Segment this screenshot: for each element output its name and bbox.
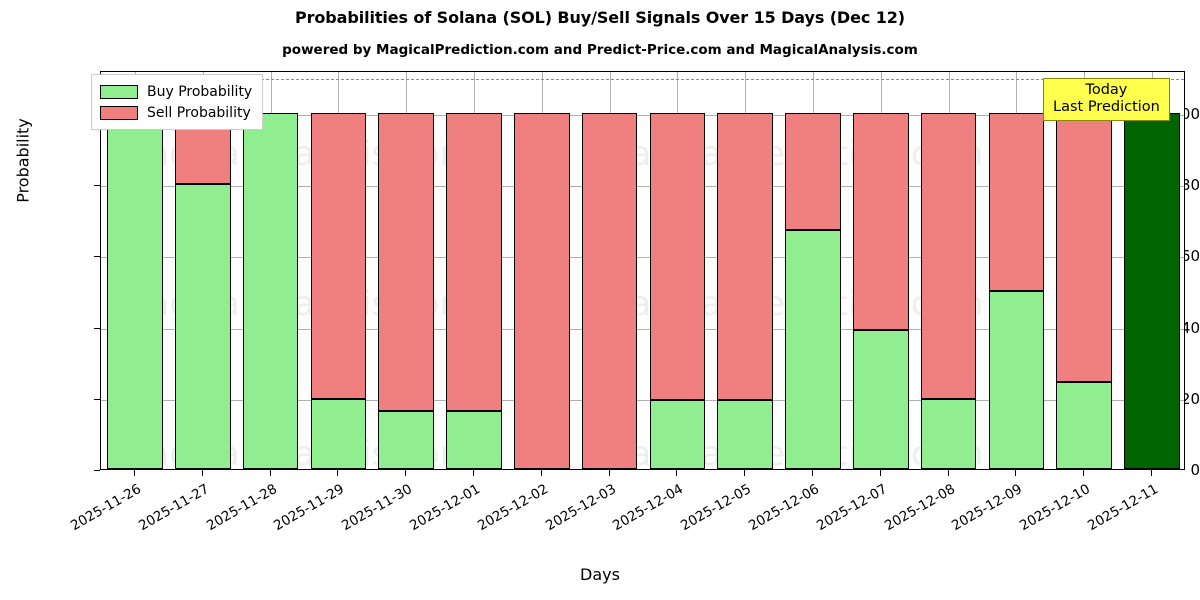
x-tick-mark xyxy=(201,470,203,476)
x-tick-mark xyxy=(608,470,610,476)
bar-segment-sell[interactable] xyxy=(717,112,773,401)
bar-group[interactable] xyxy=(174,72,231,469)
reference-dashed-line xyxy=(101,79,1184,81)
x-tick-mark xyxy=(269,470,271,476)
gridline-horizontal xyxy=(101,328,1184,330)
gridline-horizontal xyxy=(101,257,1184,259)
y-tick-label: 40 xyxy=(1180,318,1200,337)
bar-segment-buy[interactable] xyxy=(988,290,1045,469)
today-annotation-line2: Last Prediction xyxy=(1053,98,1160,115)
bar-segment-sell[interactable] xyxy=(853,112,909,331)
bar-segment-buy[interactable] xyxy=(242,112,299,469)
bar-segment-sell[interactable] xyxy=(988,112,1045,291)
bar-group[interactable] xyxy=(649,72,706,469)
bar-group[interactable] xyxy=(242,72,299,469)
bar-group[interactable] xyxy=(446,72,502,469)
x-tick-mark xyxy=(744,470,746,476)
x-tick-mark xyxy=(947,470,949,476)
plot-area: MagicalAnalysis.comMagicalAnalysis.comMa… xyxy=(100,71,1185,470)
bar-segment-sell[interactable] xyxy=(513,112,570,469)
bar-segment-buy[interactable] xyxy=(717,400,773,469)
chart-legend: Buy Probability Sell Probability xyxy=(91,74,264,130)
x-tick-mark xyxy=(879,470,881,476)
x-tick-mark xyxy=(133,470,135,476)
bar-segment-sell[interactable] xyxy=(785,112,841,231)
x-tick-mark xyxy=(337,470,339,476)
x-tick-mark xyxy=(540,470,542,476)
y-tick-mark xyxy=(94,327,100,329)
y-axis-label: Probability xyxy=(13,118,33,203)
bar-segment-sell[interactable] xyxy=(1056,112,1113,382)
bar-group[interactable] xyxy=(988,72,1045,469)
bar-group[interactable] xyxy=(1124,72,1180,469)
y-tick-label: 0 xyxy=(1190,461,1200,479)
bar-segment-sell[interactable] xyxy=(649,112,706,401)
chart-title: Probabilities of Solana (SOL) Buy/Sell S… xyxy=(294,8,905,27)
bar-segment-sell[interactable] xyxy=(920,112,977,400)
legend-swatch-buy xyxy=(100,84,138,99)
x-tick-mark xyxy=(472,470,474,476)
bar-group[interactable] xyxy=(378,72,434,469)
x-tick-mark xyxy=(1015,470,1017,476)
bar-segment-sell[interactable] xyxy=(310,112,367,400)
legend-swatch-sell xyxy=(100,105,138,120)
bar-segment-sell[interactable] xyxy=(446,112,502,411)
bar-segment-buy[interactable] xyxy=(1056,381,1113,469)
bar-group[interactable] xyxy=(853,72,909,469)
bar-group[interactable] xyxy=(717,72,773,469)
legend-label-buy: Buy Probability xyxy=(147,83,253,100)
bar-segment-buy[interactable] xyxy=(920,399,977,469)
bar-group[interactable] xyxy=(310,72,367,469)
y-tick-mark xyxy=(94,256,100,258)
bar-segment-buy[interactable] xyxy=(310,399,367,469)
bar-segment-sell[interactable] xyxy=(581,112,638,469)
legend-item-buy[interactable]: Buy Probability xyxy=(100,81,252,102)
x-tick-mark xyxy=(405,470,407,476)
gridline-horizontal xyxy=(101,186,1184,187)
y-tick-label: 80 xyxy=(1180,176,1200,194)
gridline-horizontal xyxy=(101,399,1184,401)
bar-segment-buy[interactable] xyxy=(446,410,502,469)
bar-group[interactable] xyxy=(920,72,977,469)
chart-subtitle: powered by MagicalPrediction.com and Pre… xyxy=(282,42,918,58)
bar-segment-today[interactable] xyxy=(1124,112,1180,469)
bar-segment-buy[interactable] xyxy=(174,184,231,469)
gridline-horizontal xyxy=(101,114,1184,116)
y-tick-mark xyxy=(94,470,100,471)
bar-segment-buy[interactable] xyxy=(785,230,841,469)
y-tick-mark xyxy=(94,185,100,186)
bar-group[interactable] xyxy=(513,72,570,469)
bar-group[interactable] xyxy=(1056,72,1113,469)
x-tick-mark xyxy=(1151,470,1153,476)
today-annotation-line1: Today xyxy=(1085,82,1128,98)
bar-segment-sell[interactable] xyxy=(378,112,434,411)
bar-group[interactable] xyxy=(785,72,841,469)
legend-label-sell: Sell Probability xyxy=(147,104,251,121)
y-tick-mark xyxy=(94,398,100,400)
legend-item-sell[interactable]: Sell Probability xyxy=(100,102,252,123)
x-tick-mark xyxy=(676,470,678,476)
x-tick-mark xyxy=(812,470,814,476)
x-axis-label: Days xyxy=(580,565,620,584)
bar-group[interactable] xyxy=(107,72,163,469)
bar-segment-buy[interactable] xyxy=(378,410,434,469)
bar-segment-buy[interactable] xyxy=(649,400,706,469)
today-annotation: Today Last Prediction xyxy=(1043,78,1170,122)
x-tick-mark xyxy=(1083,470,1085,476)
bar-segment-buy[interactable] xyxy=(107,112,163,469)
y-tick-label: 60 xyxy=(1180,247,1200,266)
bar-segment-buy[interactable] xyxy=(853,330,909,469)
bar-group[interactable] xyxy=(581,72,638,469)
y-tick-label: 20 xyxy=(1180,389,1200,408)
